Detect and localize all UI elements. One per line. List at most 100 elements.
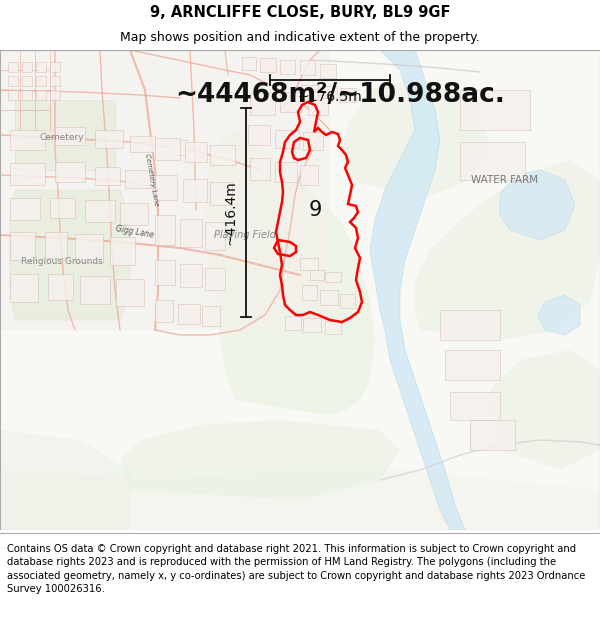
Bar	[340, 294, 355, 308]
Bar	[155, 300, 173, 322]
Bar	[75, 234, 103, 262]
Bar	[155, 260, 175, 285]
Text: ~416.4m: ~416.4m	[224, 180, 238, 245]
Polygon shape	[205, 130, 375, 415]
Bar	[155, 215, 175, 245]
Bar	[165, 140, 187, 155]
Bar	[8, 76, 18, 86]
Polygon shape	[500, 170, 575, 240]
Text: WATER FARM: WATER FARM	[472, 175, 539, 185]
Bar	[322, 86, 337, 98]
Bar	[260, 58, 276, 72]
Bar	[300, 60, 315, 75]
Bar	[85, 200, 115, 222]
Bar	[130, 136, 155, 152]
Polygon shape	[15, 100, 115, 170]
Bar	[10, 198, 40, 220]
Bar	[110, 237, 135, 265]
Polygon shape	[370, 50, 465, 530]
Text: Contains OS data © Crown copyright and database right 2021. This information is : Contains OS data © Crown copyright and d…	[7, 544, 586, 594]
Text: Map shows position and indicative extent of the property.: Map shows position and indicative extent…	[120, 31, 480, 44]
Bar	[320, 64, 336, 78]
Bar	[22, 76, 32, 86]
Bar	[95, 167, 120, 185]
Text: Cemetery: Cemetery	[40, 132, 85, 141]
Bar	[10, 274, 38, 302]
Bar	[55, 162, 85, 182]
Bar	[210, 145, 235, 165]
Polygon shape	[10, 190, 130, 320]
Bar	[440, 310, 500, 340]
Bar	[308, 95, 328, 115]
Text: Cemetery Lane: Cemetery Lane	[145, 153, 160, 207]
Bar	[300, 165, 318, 185]
Bar	[180, 219, 202, 247]
Polygon shape	[120, 420, 400, 500]
Bar	[183, 179, 207, 202]
Bar	[80, 276, 110, 304]
Bar	[280, 60, 295, 74]
Bar	[205, 222, 225, 250]
Bar	[50, 76, 60, 86]
Bar	[185, 142, 207, 162]
Bar	[8, 90, 18, 100]
Bar	[50, 62, 60, 72]
Bar	[303, 318, 321, 332]
Bar	[36, 76, 46, 86]
Bar	[45, 232, 67, 258]
Bar	[155, 175, 177, 200]
Bar	[460, 90, 530, 130]
Bar	[275, 130, 299, 148]
Bar	[178, 304, 200, 324]
Bar	[50, 198, 75, 218]
Text: Gigg Lane: Gigg Lane	[115, 224, 155, 240]
Bar	[116, 279, 144, 306]
Bar	[300, 258, 318, 270]
Bar	[36, 62, 46, 72]
Bar	[50, 90, 60, 100]
Bar	[22, 62, 32, 72]
Bar	[205, 268, 225, 290]
Bar	[300, 85, 318, 100]
Polygon shape	[0, 430, 130, 530]
Bar	[285, 316, 301, 330]
Bar	[450, 392, 500, 420]
Bar	[10, 232, 35, 260]
Bar	[325, 321, 341, 334]
Text: 9, ARNCLIFFE CLOSE, BURY, BL9 9GF: 9, ARNCLIFFE CLOSE, BURY, BL9 9GF	[150, 5, 450, 20]
Bar	[275, 162, 297, 182]
Text: Religious Grounds: Religious Grounds	[21, 258, 103, 266]
Bar	[55, 127, 85, 145]
Text: ~176.5m: ~176.5m	[298, 90, 362, 104]
Text: Playing Field: Playing Field	[214, 230, 276, 240]
Bar	[180, 264, 202, 287]
Bar	[320, 290, 338, 305]
Bar	[302, 285, 317, 300]
Polygon shape	[340, 80, 490, 200]
Polygon shape	[490, 350, 600, 470]
Polygon shape	[0, 470, 600, 530]
Bar	[22, 90, 32, 100]
Bar	[445, 350, 500, 380]
Bar	[125, 170, 153, 188]
Bar	[8, 62, 18, 72]
Bar	[155, 138, 180, 160]
Polygon shape	[538, 295, 580, 335]
Text: 9: 9	[308, 200, 322, 220]
Bar	[470, 420, 515, 450]
Bar	[202, 306, 220, 326]
Bar	[250, 93, 275, 115]
Bar	[340, 88, 356, 102]
Bar	[10, 130, 45, 150]
Bar	[242, 57, 256, 70]
Text: ~44468m²/~10.988ac.: ~44468m²/~10.988ac.	[175, 82, 505, 108]
Polygon shape	[0, 50, 330, 330]
Bar	[310, 270, 324, 280]
Bar	[460, 142, 525, 180]
Bar	[120, 203, 148, 225]
Bar	[210, 182, 232, 205]
Bar	[325, 272, 341, 282]
Bar	[303, 132, 323, 150]
Bar	[48, 274, 73, 300]
Bar	[250, 158, 270, 180]
